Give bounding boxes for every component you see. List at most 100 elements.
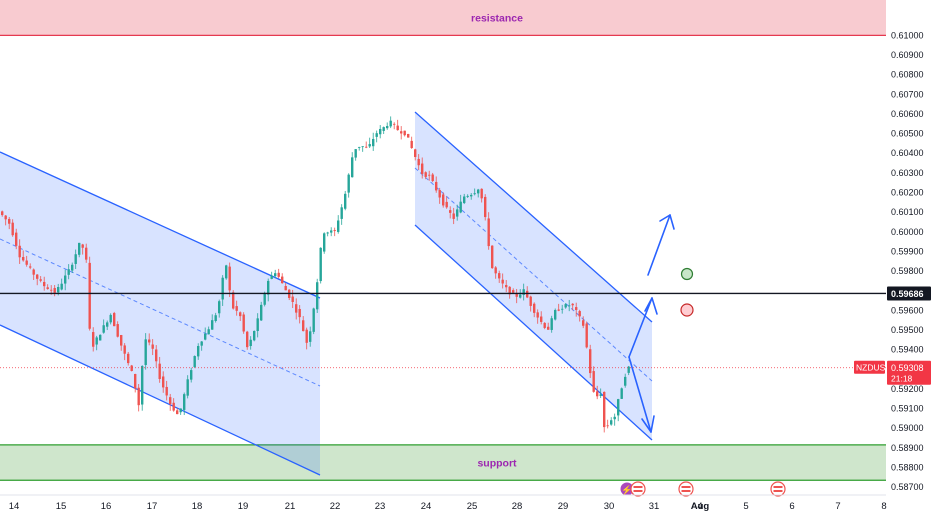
channel-1-lower-line[interactable] xyxy=(0,324,321,476)
candle-body xyxy=(522,289,525,295)
candle xyxy=(39,276,42,283)
price-tick-label: 0.60800 xyxy=(891,70,924,80)
candle-body xyxy=(162,376,165,388)
candle xyxy=(64,269,67,291)
time-tick-label: 25 xyxy=(467,501,478,512)
bullish-marker[interactable] xyxy=(680,267,694,281)
projection-down-line[interactable] xyxy=(628,356,652,433)
candle-body xyxy=(400,131,403,134)
channel-2-lower-line[interactable] xyxy=(414,224,653,441)
us-event-icon[interactable] xyxy=(630,481,646,497)
candle-body xyxy=(85,247,88,260)
projection-breakout-line[interactable] xyxy=(647,214,671,276)
candle xyxy=(99,334,102,341)
arrow-up-head[interactable] xyxy=(644,297,658,315)
candle xyxy=(295,298,298,320)
time-tick-label: 17 xyxy=(147,501,158,512)
candle xyxy=(543,322,546,330)
last-price-tag[interactable] xyxy=(887,360,931,385)
resistance-zone[interactable] xyxy=(0,0,886,36)
price-tick-label: 0.59900 xyxy=(891,246,924,256)
candle-body xyxy=(316,282,319,310)
candle xyxy=(228,262,231,298)
candle-body xyxy=(603,391,606,428)
candle xyxy=(32,268,35,280)
candle xyxy=(312,307,315,335)
candle xyxy=(575,302,578,317)
candle-body xyxy=(473,193,476,195)
candle-body xyxy=(372,138,375,147)
candle xyxy=(424,171,427,180)
candle xyxy=(354,149,357,161)
candle xyxy=(29,263,32,270)
candle xyxy=(393,122,396,130)
time-tick-label: 18 xyxy=(192,501,203,512)
key-level-tag[interactable] xyxy=(887,286,931,301)
arrow-down-head[interactable] xyxy=(641,415,655,433)
candle-body xyxy=(459,201,462,213)
candle-body xyxy=(102,325,105,333)
channel-fill-1[interactable] xyxy=(0,152,320,475)
symbol-tag-text: NZDUSD xyxy=(856,363,891,373)
candle-body xyxy=(305,329,308,343)
candle xyxy=(456,204,459,221)
candle-body xyxy=(148,339,151,343)
candle xyxy=(120,334,123,351)
candle-body xyxy=(1,211,4,216)
channel-fill-2[interactable] xyxy=(415,112,652,440)
candle-body xyxy=(582,320,585,326)
us-event-icon[interactable] xyxy=(770,481,786,497)
candle-body xyxy=(554,309,557,320)
candle xyxy=(207,326,210,335)
candle-body xyxy=(186,379,189,396)
candle-body xyxy=(78,242,81,255)
price-axis[interactable]: 0.61000 0.60900 0.60800 0.60700 0.60600 0.605… xyxy=(887,30,931,492)
candle-body xyxy=(225,265,228,279)
candle-body xyxy=(11,222,14,236)
symbol-tag[interactable] xyxy=(854,360,885,374)
candle xyxy=(85,243,88,263)
lines-layer[interactable]: NZDUSD xyxy=(0,292,891,374)
projection-up-line[interactable] xyxy=(628,297,653,358)
time-tick-label: 31 xyxy=(649,501,660,512)
candle xyxy=(582,316,585,329)
price-tick-label: 0.60500 xyxy=(891,129,924,139)
bearish-marker[interactable] xyxy=(680,303,694,317)
candle xyxy=(176,408,179,415)
candle xyxy=(256,313,259,338)
candle xyxy=(281,273,284,284)
candle-body xyxy=(71,264,74,271)
price-tick-label: 0.58700 xyxy=(891,482,924,492)
candle-body xyxy=(508,286,511,295)
candle-body xyxy=(564,304,567,308)
candle-body xyxy=(172,402,175,411)
candle xyxy=(547,322,550,330)
candle xyxy=(144,333,147,370)
candle xyxy=(183,392,186,416)
channel-1-upper-line[interactable] xyxy=(0,151,321,299)
candle xyxy=(589,344,592,378)
arrow-breakout-head[interactable] xyxy=(659,214,675,230)
candle xyxy=(613,413,616,426)
candle-body xyxy=(274,273,277,277)
price-tick-label: 0.59500 xyxy=(891,325,924,335)
channel-2-upper-line[interactable] xyxy=(414,111,653,323)
candle xyxy=(421,157,424,179)
channel-1-mid-line xyxy=(0,238,321,387)
candle xyxy=(480,188,483,203)
us-event-icon[interactable] xyxy=(678,481,694,497)
candle xyxy=(326,231,329,237)
candle xyxy=(386,122,389,130)
annotations-layer[interactable]: ⚡ xyxy=(620,214,786,497)
candle-body xyxy=(249,339,252,347)
candle-body xyxy=(456,209,459,217)
time-tick-label: 6 xyxy=(789,501,794,512)
candle xyxy=(235,300,238,316)
support-zone[interactable] xyxy=(0,444,886,481)
candle xyxy=(624,373,627,388)
time-tick-label: 14 xyxy=(9,501,20,512)
lightning-event-icon[interactable] xyxy=(620,482,634,496)
